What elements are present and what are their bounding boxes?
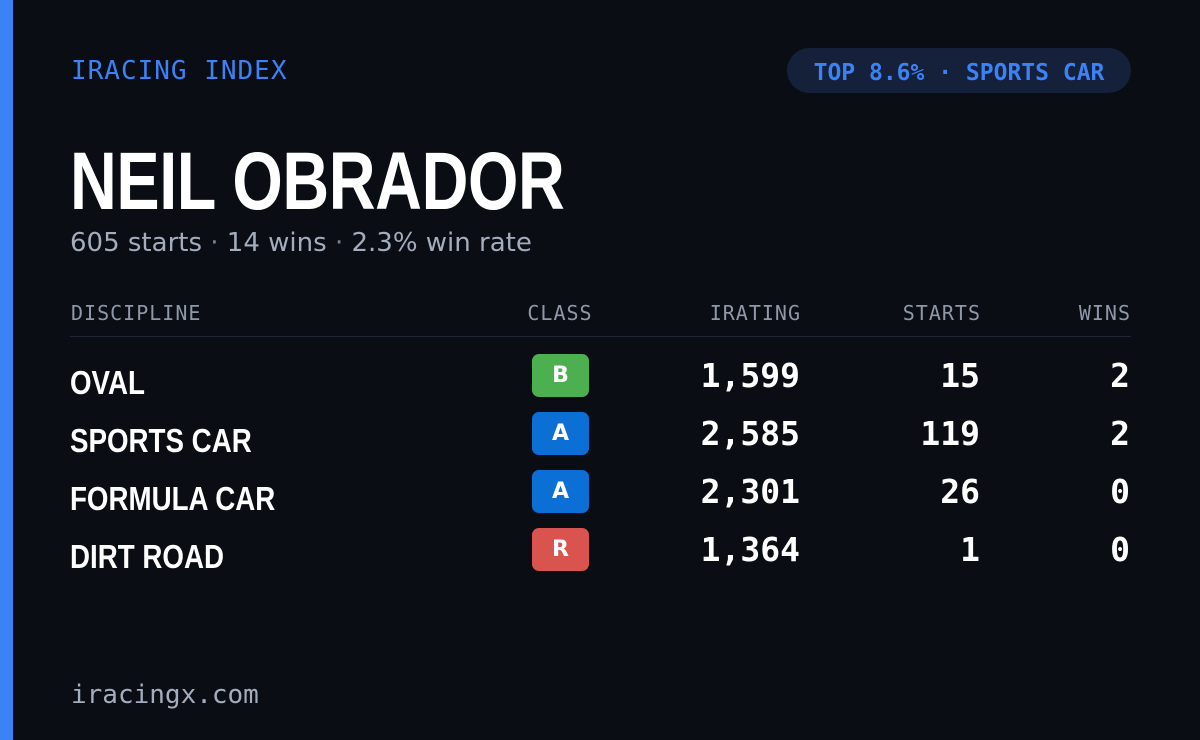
table-row: SPORTS CAR A 2,585 119 2: [0, 412, 1200, 470]
starts-value: 119: [920, 414, 980, 453]
discipline-name: DIRT ROAD: [70, 538, 224, 575]
starts-value: 26: [940, 472, 980, 511]
column-header-irating: IRATING: [709, 301, 801, 325]
summary-separator: ·: [210, 228, 219, 258]
starts-value: 1: [960, 530, 980, 569]
irating-value: 1,364: [700, 530, 800, 569]
wins-value: 0: [1110, 530, 1130, 569]
accent-bar: [0, 0, 13, 740]
wins-summary: 14 wins: [226, 228, 327, 258]
starts-summary: 605 starts: [70, 228, 202, 258]
discipline-name: OVAL: [70, 364, 145, 401]
column-header-starts: STARTS: [902, 301, 981, 325]
column-header-discipline: DISCIPLINE: [71, 301, 202, 325]
license-class-badge: A: [532, 412, 589, 455]
discipline-name: FORMULA CAR: [70, 480, 276, 517]
table-row: OVAL B 1,599 15 2: [0, 354, 1200, 412]
table-row: FORMULA CAR A 2,301 26 0: [0, 470, 1200, 528]
driver-name: NEIL OBRADOR: [70, 136, 565, 227]
wins-value: 0: [1110, 472, 1130, 511]
irating-value: 2,585: [700, 414, 800, 453]
column-header-wins: WINS: [1078, 301, 1131, 325]
rank-badge: TOP 8.6% · SPORTS CAR: [787, 48, 1131, 93]
license-class-badge: B: [532, 354, 589, 397]
license-class-badge: R: [532, 528, 589, 571]
driver-summary: 605 starts · 14 wins · 2.3% win rate: [70, 228, 532, 258]
win-rate-summary: 2.3% win rate: [351, 228, 532, 258]
irating-value: 2,301: [700, 472, 800, 511]
wins-value: 2: [1110, 356, 1130, 395]
footer-domain: iracingx.com: [71, 680, 259, 710]
brand-label: IRACING INDEX: [71, 56, 288, 86]
irating-value: 1,599: [700, 356, 800, 395]
column-header-class: CLASS: [527, 301, 593, 325]
discipline-name: SPORTS CAR: [70, 422, 252, 459]
table-row: DIRT ROAD R 1,364 1 0: [0, 528, 1200, 586]
summary-separator: ·: [334, 228, 344, 258]
wins-value: 2: [1110, 414, 1130, 453]
table-divider: [70, 336, 1131, 337]
starts-value: 15: [940, 356, 980, 395]
license-class-badge: A: [532, 470, 589, 513]
